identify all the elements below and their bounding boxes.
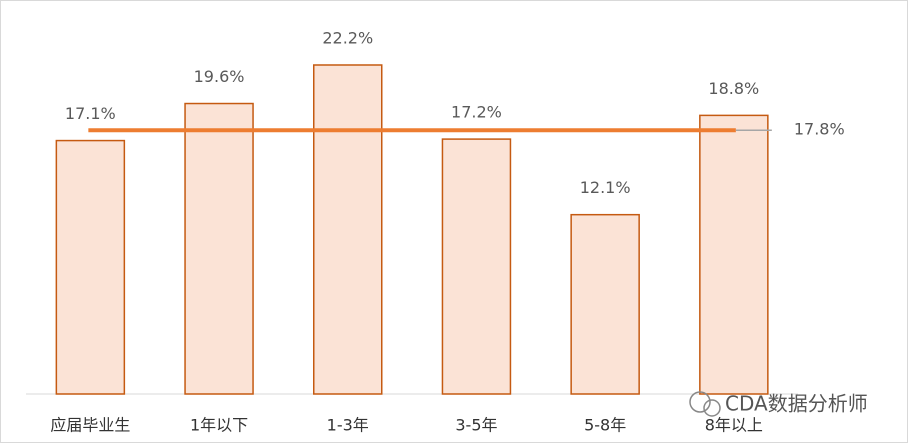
watermark: CDA数据分析师 <box>725 392 868 416</box>
x-tick-label: 3-5年 <box>455 416 497 435</box>
x-tick-label: 5-8年 <box>584 416 626 435</box>
bar <box>570 213 640 395</box>
x-tick-label: 1年以下 <box>190 416 248 435</box>
value-label: 17.1% <box>65 104 116 123</box>
average-label: 17.8% <box>794 120 845 139</box>
value-label: 17.2% <box>451 103 502 122</box>
x-tick-label: 1-3年 <box>327 416 369 435</box>
bar <box>184 102 254 395</box>
bar <box>313 64 383 395</box>
x-tick-label: 应届毕业生 <box>50 416 130 435</box>
x-tick-label: 8年以上 <box>705 416 763 435</box>
bar <box>55 139 126 395</box>
bar <box>441 138 512 395</box>
value-label: 22.2% <box>322 28 373 47</box>
value-label: 12.1% <box>580 178 631 197</box>
watermark-icon <box>689 391 721 417</box>
value-label: 19.6% <box>194 67 245 86</box>
bar <box>699 114 769 395</box>
value-label: 18.8% <box>708 79 759 98</box>
